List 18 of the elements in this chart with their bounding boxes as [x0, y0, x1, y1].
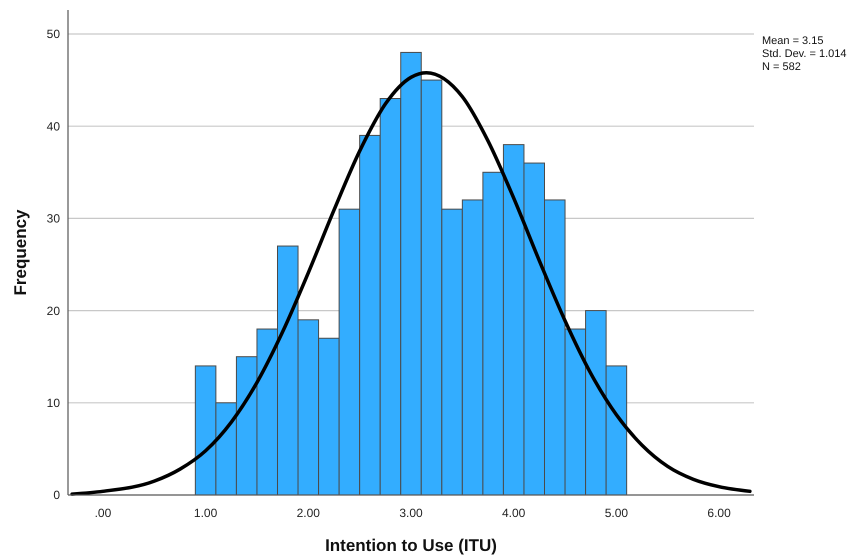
x-axis-title: Intention to Use (ITU): [325, 536, 497, 555]
x-tick-label: .00: [94, 506, 112, 520]
x-tick-label: 2.00: [296, 506, 320, 520]
y-tick-label: 30: [46, 212, 60, 226]
y-tick-label: 0: [53, 488, 60, 502]
y-axis-title: Frequency: [11, 208, 30, 296]
x-tick-label: 1.00: [194, 506, 218, 520]
y-tick-label: 20: [46, 304, 60, 318]
text: Std. Dev. = 1.014: [762, 48, 846, 60]
x-tick-label: 5.00: [604, 506, 628, 520]
text: N = 582: [762, 61, 801, 73]
x-tick-label: 4.00: [502, 506, 526, 520]
y-tick-label: 50: [46, 27, 60, 42]
y-tick-label: 10: [46, 396, 60, 410]
x-tick-label: 3.00: [399, 506, 423, 520]
text: Mean = 3.15: [762, 35, 824, 47]
y-tick-label: 40: [46, 119, 60, 134]
x-tick-label: 6.00: [707, 506, 732, 520]
